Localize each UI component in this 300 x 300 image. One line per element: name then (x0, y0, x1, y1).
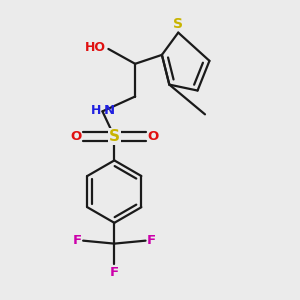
Text: S: S (109, 129, 120, 144)
Text: H: H (91, 104, 101, 117)
Text: HO: HO (85, 41, 106, 54)
Text: O: O (147, 130, 158, 143)
Text: O: O (70, 130, 82, 143)
Text: S: S (173, 17, 183, 31)
Text: F: F (110, 266, 119, 279)
Text: F: F (147, 234, 156, 247)
Text: F: F (73, 234, 82, 247)
Text: N: N (104, 104, 115, 117)
